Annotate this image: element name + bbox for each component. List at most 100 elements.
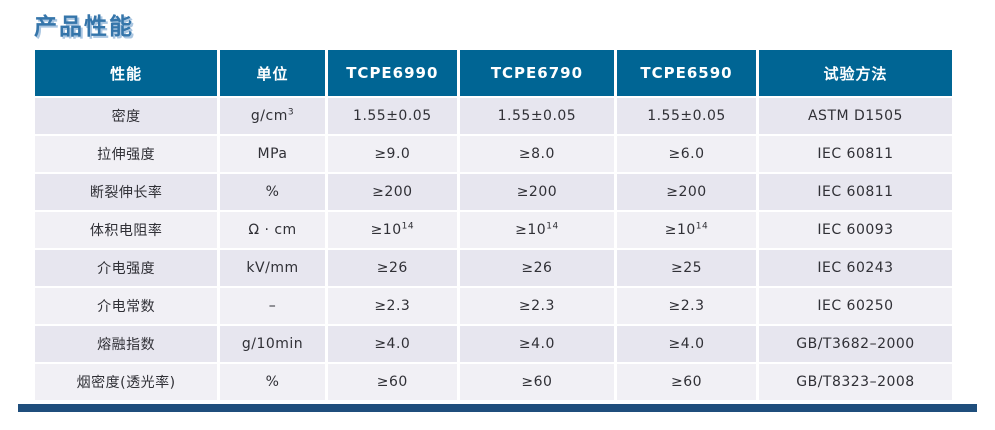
table-row-density: 密度 g/cm3 1.55±0.05 1.55±0.05 1.55±0.05 A… [35,98,952,134]
col-header-tcpe6790: TCPE6790 [459,50,615,96]
product-performance-table: 性能 单位 TCPE6990 TCPE6790 TCPE6590 试验方法 密度… [18,48,977,412]
cell-unit: MPa [220,136,325,172]
cell-test-method: IEC 60811 [758,136,952,172]
value-text: ≥2.3 [374,298,411,314]
value-superscript: 14 [546,221,559,232]
cell-value-tcpe6590: ≥6.0 [617,136,756,172]
value-text: ≥10 [515,222,547,238]
value-text: 1.55±0.05 [497,108,577,124]
cell-test-method: IEC 60243 [758,250,952,286]
cell-value-tcpe6790: ≥1014 [459,212,615,248]
cell-unit: kV/mm [220,250,325,286]
unit-superscript: 3 [287,107,295,118]
cell-property: 介电常数 [35,288,218,324]
unit-text: – [268,298,277,314]
cell-value-tcpe6590: 1.55±0.05 [617,98,756,134]
cell-value-tcpe6790: ≥8.0 [459,136,615,172]
table-row-tensile-strength: 拉伸强度 MPa ≥9.0 ≥8.0 ≥6.0 IEC 60811 [35,136,952,172]
value-text: ≥60 [376,374,408,390]
table-row-melt-index: 熔融指数 g/10min ≥4.0 ≥4.0 ≥4.0 GB/T3682–200… [35,326,952,362]
value-text: ≥60 [670,374,703,390]
value-text: ≥26 [521,260,553,276]
cell-value-tcpe6590: ≥4.0 [617,326,756,362]
cell-property: 烟密度(透光率) [35,364,218,400]
unit-text: kV/mm [246,260,299,276]
cell-unit: g/10min [220,326,325,362]
value-text: ≥9.0 [374,146,411,162]
cell-value-tcpe6590: ≥1014 [617,212,756,248]
table-row-volume-resistivity: 体积电阻率 Ω · cm ≥1014 ≥1014 ≥1014 IEC 60093 [35,212,952,248]
col-header-tcpe6590: TCPE6590 [617,50,756,96]
value-superscript: 14 [401,221,415,232]
unit-text: MPa [257,146,288,162]
value-text: ≥4.0 [668,336,705,352]
value-text: ≥2.3 [518,298,555,314]
table-header-row: 性能 单位 TCPE6990 TCPE6790 TCPE6590 试验方法 [35,50,952,96]
cell-test-method: IEC 60093 [758,212,952,248]
value-text: ≥26 [376,260,408,276]
value-text: 1.55±0.05 [353,108,432,124]
col-header-property: 性能 [35,50,218,96]
value-superscript: 14 [695,221,709,232]
table-row-elongation-at-break: 断裂伸长率 % ≥200 ≥200 ≥200 IEC 60811 [35,174,952,210]
cell-test-method: GB/T3682–2000 [758,326,952,362]
cell-property: 拉伸强度 [35,136,218,172]
cell-value-tcpe6990: ≥200 [327,174,457,210]
value-text: ≥4.0 [518,336,555,352]
cell-value-tcpe6790: ≥60 [459,364,615,400]
cell-value-tcpe6790: 1.55±0.05 [459,98,615,134]
cell-value-tcpe6590: ≥2.3 [617,288,756,324]
value-text: ≥10 [370,222,402,238]
table-footer-bar [18,404,977,412]
unit-text: % [265,374,280,390]
spec-table: 性能 单位 TCPE6990 TCPE6790 TCPE6590 试验方法 密度… [32,48,955,402]
cell-unit: g/cm3 [220,98,325,134]
col-header-test-method: 试验方法 [758,50,952,96]
cell-property: 密度 [35,98,218,134]
cell-property: 熔融指数 [35,326,218,362]
cell-value-tcpe6790: ≥2.3 [459,288,615,324]
value-text: ≥200 [372,184,413,200]
cell-value-tcpe6990: ≥26 [327,250,457,286]
cell-test-method: GB/T8323–2008 [758,364,952,400]
cell-value-tcpe6990: ≥1014 [327,212,457,248]
value-text: ≥2.3 [668,298,705,314]
col-header-tcpe6990: TCPE6990 [327,50,457,96]
unit-text: % [265,184,280,200]
value-text: ≥8.0 [518,146,555,162]
cell-test-method: IEC 60250 [758,288,952,324]
cell-value-tcpe6590: ≥200 [617,174,756,210]
value-text: ≥200 [666,184,707,200]
page-title: 产品性能 [34,14,134,40]
value-text: ≥6.0 [668,146,705,162]
table-row-dielectric-constant: 介电常数 – ≥2.3 ≥2.3 ≥2.3 IEC 60250 [35,288,952,324]
cell-value-tcpe6990: ≥4.0 [327,326,457,362]
value-text: ≥10 [664,222,696,238]
cell-value-tcpe6990: ≥9.0 [327,136,457,172]
cell-unit: – [220,288,325,324]
cell-value-tcpe6990: ≥60 [327,364,457,400]
cell-value-tcpe6790: ≥4.0 [459,326,615,362]
cell-value-tcpe6590: ≥60 [617,364,756,400]
cell-value-tcpe6990: ≥2.3 [327,288,457,324]
table-row-dielectric-strength: 介电强度 kV/mm ≥26 ≥26 ≥25 IEC 60243 [35,250,952,286]
cell-unit: % [220,364,325,400]
cell-value-tcpe6590: ≥25 [617,250,756,286]
cell-unit: % [220,174,325,210]
cell-test-method: IEC 60811 [758,174,952,210]
value-text: 1.55±0.05 [647,108,726,124]
value-text: ≥4.0 [374,336,411,352]
unit-text: Ω · cm [248,222,297,238]
cell-unit: Ω · cm [220,212,325,248]
unit-text: g/cm [250,108,288,124]
unit-text: g/10min [241,336,304,352]
cell-property: 体积电阻率 [35,212,218,248]
value-text: ≥60 [521,374,553,390]
cell-value-tcpe6990: 1.55±0.05 [327,98,457,134]
value-text: ≥200 [516,184,558,200]
value-text: ≥25 [670,260,703,276]
col-header-unit: 单位 [220,50,325,96]
cell-value-tcpe6790: ≥200 [459,174,615,210]
cell-property: 介电强度 [35,250,218,286]
cell-property: 断裂伸长率 [35,174,218,210]
